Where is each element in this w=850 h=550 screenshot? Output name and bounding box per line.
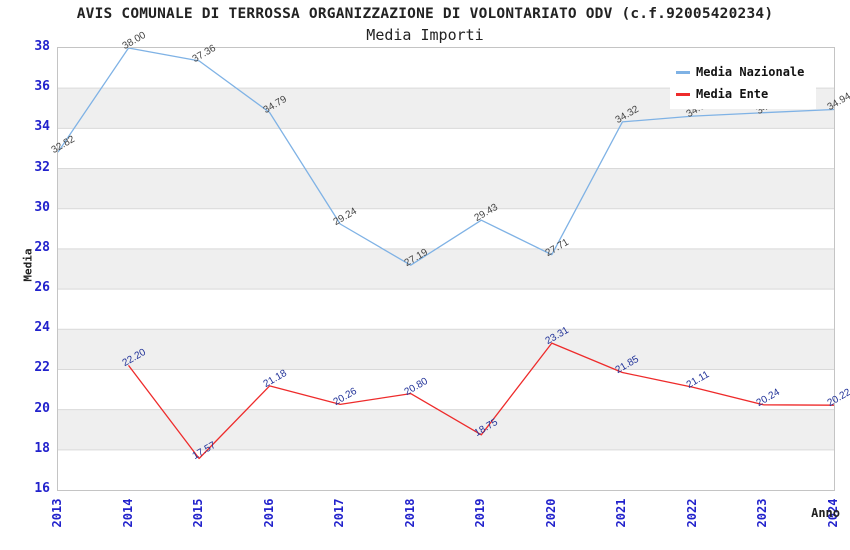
y-tick-label: 20 — [34, 400, 50, 416]
chart-title: AVIS COMUNALE DI TERROSSA ORGANIZZAZIONE… — [76, 6, 774, 22]
background-band — [58, 168, 834, 209]
x-tick-label: 2017 — [332, 498, 347, 528]
x-tick-label: 2022 — [684, 498, 699, 528]
background-band — [58, 289, 834, 330]
y-axis-title: Media — [21, 248, 35, 282]
x-tick-label: 2016 — [261, 498, 276, 528]
y-tick-label: 26 — [34, 280, 50, 296]
background-band — [58, 248, 834, 290]
y-tick-label: 34 — [34, 119, 50, 135]
legend-label: Media Nazionale — [696, 65, 805, 79]
background-band — [58, 128, 834, 169]
background-band — [58, 369, 834, 410]
y-tick-label: 18 — [34, 440, 50, 456]
legend-line-sample — [676, 70, 690, 74]
y-tick-label: 22 — [34, 360, 50, 376]
series-line-media-ente — [127, 342, 834, 460]
legend-label: Media Ente — [696, 87, 769, 101]
x-tick-label: 2021 — [614, 498, 629, 528]
x-tick-label: 2019 — [473, 498, 488, 528]
x-tick-label: 2018 — [402, 498, 417, 528]
series-line-media-nazionale — [58, 48, 834, 266]
x-tick-label: 2023 — [755, 498, 770, 528]
y-tick-label: 30 — [34, 199, 50, 215]
y-tick-label: 16 — [34, 481, 50, 496]
x-tick-label: 2013 — [50, 498, 64, 528]
legend-entry: Media Nazionale — [676, 65, 810, 79]
legend-entry: Media Ente — [676, 87, 810, 101]
y-tick-label: 36 — [34, 79, 50, 95]
legend: Media Nazionale Media Ente — [670, 57, 816, 109]
legend-line-sample — [676, 92, 690, 96]
x-tick-label: 2015 — [191, 498, 206, 528]
background-band — [58, 449, 834, 490]
background-band — [58, 409, 834, 450]
plot-canvas — [58, 48, 834, 490]
x-tick-label: 2014 — [120, 498, 135, 528]
plot-area — [57, 47, 835, 491]
y-tick-label: 24 — [34, 320, 50, 336]
y-tick-label: 32 — [34, 159, 50, 175]
background-band — [58, 329, 834, 370]
chart-subtitle: Media Importi — [366, 26, 484, 44]
x-axis-title: Anno — [811, 506, 840, 520]
x-tick-label: 2020 — [543, 498, 558, 528]
